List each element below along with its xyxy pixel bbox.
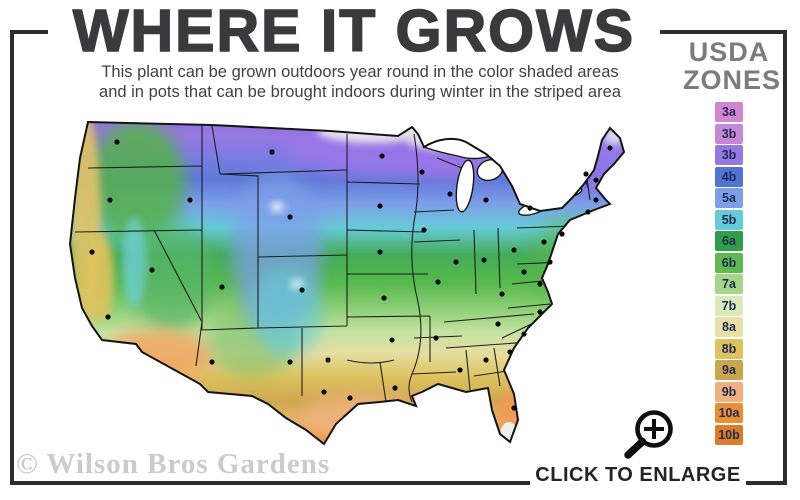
click-to-enlarge-button[interactable]: CLICK TO ENLARGE xyxy=(530,463,746,487)
usda-zones-legend: USDA ZONES 3a 3b 3b 4b 5a 5b 6a 6b 7a 7b 8a 8b 9a 9b 1… xyxy=(683,37,782,446)
legend-zone-chip: 5a xyxy=(715,188,743,208)
legend-zones: 3a 3b 3b 4b 5a 5b 6a 6b 7a 7b 8a 8b 9a 9b 10a 10b xyxy=(683,102,775,445)
legend-zone-chip: 9b xyxy=(715,381,743,402)
city-dots xyxy=(89,139,613,411)
legend-zone-chip: 10a xyxy=(715,403,743,423)
subtitle: This plant can be grown outdoors year ro… xyxy=(60,63,660,103)
legend-zone-chip: 4b xyxy=(715,166,743,187)
legend-title-line-2: ZONES xyxy=(683,65,782,95)
legend-zone-chip: 3a xyxy=(715,102,743,122)
legend-zone-chip: 3b xyxy=(715,123,743,144)
legend-zone-chip: 8b xyxy=(715,338,743,359)
legend-title-line-1: USDA xyxy=(688,37,770,67)
map-container xyxy=(62,112,642,452)
watermark: © Wilson Bros Gardens xyxy=(16,448,331,480)
map-fill xyxy=(70,122,624,444)
legend-zone-chip: 7a xyxy=(715,274,743,294)
us-outline xyxy=(68,120,626,446)
subtitle-line-2: and in pots that can be brought indoors … xyxy=(99,82,621,101)
legend-zone-chip: 7b xyxy=(715,295,743,316)
legend-zone-chip: 3b xyxy=(715,145,743,165)
legend-zone-chip: 10b xyxy=(715,424,743,445)
legend-zone-chip: 9a xyxy=(715,360,743,380)
state-borders xyxy=(74,124,591,403)
page-title: WHERE IT GROWS xyxy=(72,0,636,64)
legend-zone-chip: 5b xyxy=(715,209,743,230)
magnifier-plus-icon[interactable] xyxy=(612,403,682,463)
legend-title: USDA ZONES xyxy=(683,37,782,95)
header: WHERE IT GROWS xyxy=(48,0,660,62)
usda-zones-map[interactable] xyxy=(62,112,642,452)
legend-zone-chip: 6b xyxy=(715,252,743,273)
subtitle-line-1: This plant can be grown outdoors year ro… xyxy=(101,63,619,81)
legend-zone-chip: 8a xyxy=(715,317,743,337)
legend-zone-chip: 6a xyxy=(715,231,743,251)
